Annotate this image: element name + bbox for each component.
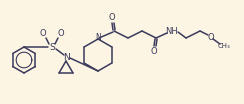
Text: O: O bbox=[151, 48, 157, 56]
Text: N: N bbox=[63, 53, 69, 61]
Text: O: O bbox=[40, 30, 46, 38]
Text: S: S bbox=[49, 43, 55, 51]
Text: O: O bbox=[208, 32, 214, 41]
Text: CH₃: CH₃ bbox=[218, 43, 230, 49]
Text: N: N bbox=[95, 33, 101, 43]
Text: O: O bbox=[58, 30, 64, 38]
Text: NH: NH bbox=[166, 27, 178, 35]
Text: O: O bbox=[109, 14, 115, 22]
